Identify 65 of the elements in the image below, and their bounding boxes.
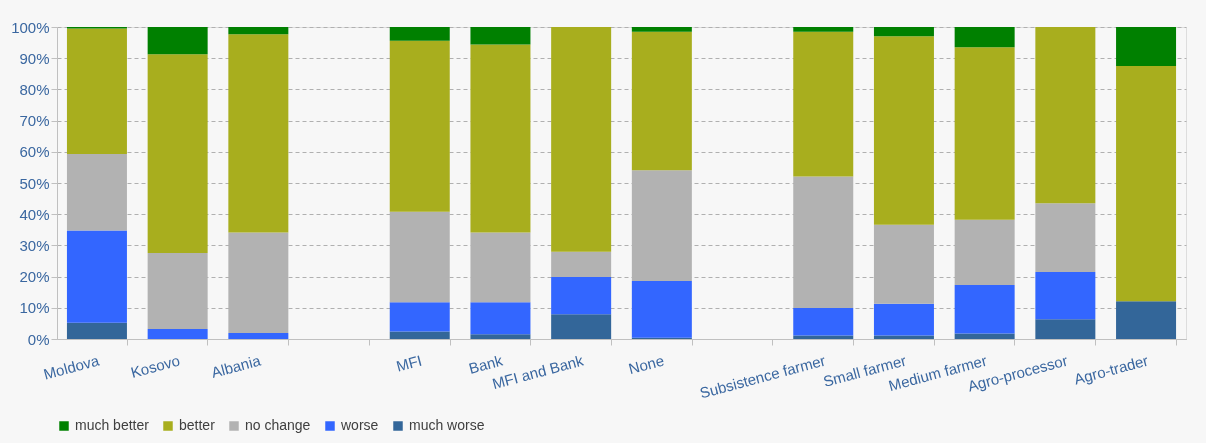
bar bbox=[873, 303, 934, 336]
bar bbox=[873, 27, 934, 37]
x-tick-label: Bank bbox=[466, 351, 505, 377]
legend-label: much worse bbox=[409, 417, 485, 433]
bar bbox=[389, 302, 450, 332]
legend-label: no change bbox=[245, 417, 311, 433]
y-tick-label: 60% bbox=[19, 143, 50, 161]
bar bbox=[631, 280, 692, 338]
y-tick-label: 10% bbox=[19, 299, 50, 317]
legend-label: better bbox=[179, 417, 216, 433]
bar bbox=[147, 329, 208, 339]
y-tick-label: 70% bbox=[19, 112, 50, 130]
bar bbox=[551, 314, 612, 339]
y-tick-label: 30% bbox=[19, 236, 50, 254]
y-tick-label: 80% bbox=[19, 80, 50, 98]
x-tick-label: Moldova bbox=[41, 351, 102, 383]
y-tick-label: 100% bbox=[11, 18, 50, 36]
y-tick-label: 90% bbox=[19, 49, 50, 67]
bar bbox=[631, 31, 692, 171]
legend-label: worse bbox=[340, 417, 379, 433]
bar bbox=[470, 27, 531, 45]
x-tick-label: Albania bbox=[209, 351, 263, 381]
legend-label: much better bbox=[75, 417, 150, 433]
bar bbox=[66, 322, 127, 339]
bar bbox=[389, 331, 450, 339]
bar bbox=[470, 44, 531, 233]
bar bbox=[66, 28, 127, 154]
x-tick-label: MFI bbox=[394, 351, 424, 375]
bar bbox=[1116, 66, 1177, 302]
bar bbox=[873, 36, 934, 225]
bar bbox=[470, 334, 531, 339]
bar bbox=[147, 252, 208, 330]
bar bbox=[228, 333, 289, 339]
bar bbox=[954, 333, 1015, 339]
y-tick-label: 20% bbox=[19, 268, 50, 286]
bar bbox=[954, 285, 1015, 334]
bar bbox=[551, 276, 612, 315]
bar bbox=[954, 27, 1015, 48]
bar bbox=[228, 34, 289, 233]
bar bbox=[147, 27, 208, 55]
bar bbox=[389, 27, 450, 41]
bar bbox=[551, 251, 612, 277]
bar bbox=[470, 302, 531, 335]
bar bbox=[793, 31, 854, 177]
bar bbox=[147, 54, 208, 253]
bar bbox=[1116, 301, 1177, 339]
bar bbox=[631, 170, 692, 281]
y-tick-label: 0% bbox=[27, 330, 50, 348]
bar bbox=[66, 230, 127, 323]
bar bbox=[954, 47, 1015, 220]
bar bbox=[1035, 27, 1096, 204]
y-tick-label: 50% bbox=[19, 174, 50, 192]
bar bbox=[1035, 271, 1096, 320]
bar bbox=[1035, 319, 1096, 339]
bar bbox=[793, 176, 854, 309]
y-tick-label: 40% bbox=[19, 205, 50, 223]
bar bbox=[389, 40, 450, 212]
bar bbox=[228, 27, 289, 35]
bar bbox=[793, 27, 854, 32]
bar bbox=[551, 27, 612, 252]
bar bbox=[1116, 27, 1177, 66]
x-tick-label: None bbox=[626, 351, 666, 378]
bar bbox=[631, 27, 692, 32]
x-tick-label: Kosovo bbox=[128, 351, 182, 381]
bar bbox=[793, 308, 854, 336]
